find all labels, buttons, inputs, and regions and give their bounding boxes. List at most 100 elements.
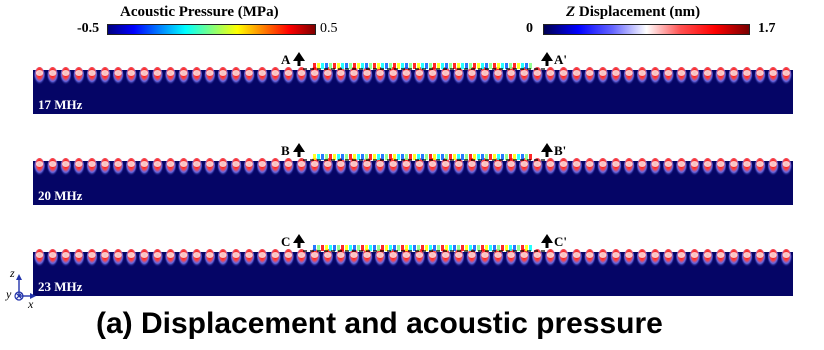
lobe-highlight (153, 70, 162, 76)
lobe-highlight (245, 70, 253, 76)
pressure-wave-segment (321, 245, 324, 251)
lobe-highlight (441, 161, 450, 167)
lobe-highlight (468, 70, 476, 76)
pressure-wave-segment (377, 63, 380, 69)
pressure-wave-segment (393, 63, 396, 69)
lobe-highlight (389, 70, 397, 76)
pressure-wave-segment (329, 245, 332, 251)
lobe-highlight (415, 252, 424, 258)
pressure-wave-segment (313, 154, 316, 160)
pressure-wave-segment (469, 154, 472, 160)
lobe-highlight (481, 70, 489, 76)
lobe-highlight (258, 161, 266, 167)
pressure-wave-segment (381, 245, 384, 251)
pressure-wave-segment (397, 63, 400, 69)
lobe-highlight (782, 252, 790, 258)
displacement-title-variable: Z (566, 4, 576, 20)
pressure-wave-segment (333, 154, 336, 160)
lobe-highlight (455, 161, 463, 167)
pressure-wave-segment (385, 63, 388, 69)
pressure-wave-segment (493, 154, 496, 160)
lobe-highlight (48, 252, 57, 258)
pressure-wave-segment (329, 63, 332, 69)
lobe-highlight (219, 252, 227, 258)
pressure-wave-segment (469, 63, 472, 69)
lobe-highlight (166, 161, 175, 167)
pressure-wave-segment (445, 245, 448, 251)
up-arrow-icon (293, 52, 305, 66)
lobe-highlight (75, 161, 83, 167)
pressure-wave-segment (465, 154, 468, 160)
pressure-wave-segment (381, 154, 384, 160)
lobe-highlight (664, 70, 673, 76)
pressure-wave-segment (469, 245, 472, 251)
lobe-highlight (284, 161, 293, 167)
pressure-wave-segment (405, 154, 408, 160)
pressure-wave-segment (373, 245, 376, 251)
lobe-highlight (219, 161, 227, 167)
lobe-highlight (389, 252, 397, 258)
lobe-highlight (179, 70, 188, 76)
lobe-highlight (638, 161, 646, 167)
pressure-wave-segment (497, 154, 500, 160)
lobe-highlight (310, 70, 319, 76)
pressure-wave-segment (397, 245, 400, 251)
pressure-wave-segment (489, 245, 492, 251)
pressure-wave-segment (461, 245, 464, 251)
lobe-highlight (481, 252, 489, 258)
lobe-highlight (651, 70, 659, 76)
lobe-highlight (232, 161, 240, 167)
lobe-highlight (166, 252, 175, 258)
pressure-wave-segment (325, 154, 328, 160)
lobe-highlight (756, 252, 764, 258)
lobe-highlight (101, 70, 109, 76)
pressure-wave-segment (337, 245, 340, 251)
pressure-wave-segment (389, 154, 392, 160)
lobe-highlight (599, 70, 607, 76)
pressure-wave-segment (445, 63, 448, 69)
lobe-highlight (127, 70, 135, 76)
pressure-wave-segment (449, 154, 452, 160)
lobe-highlight (153, 252, 162, 258)
lobe-highlight (101, 252, 109, 258)
pressure-wave-segment (393, 245, 396, 251)
lobe-highlight (101, 161, 109, 167)
lobe-highlight (271, 70, 280, 76)
lobe-highlight (310, 252, 319, 258)
pressure-wave-segment (313, 63, 316, 69)
pressure-wave-segment (517, 154, 520, 160)
lobe-highlight (62, 70, 70, 76)
lobe-highlight (455, 70, 463, 76)
lobe-highlight (245, 252, 253, 258)
lobe-highlight (559, 252, 568, 258)
lobe-highlight (546, 161, 555, 167)
pressure-wave-segment (349, 63, 352, 69)
lobe-highlight (350, 161, 358, 167)
lobe-highlight (494, 161, 502, 167)
pressure-wave-segment (373, 154, 376, 160)
lobe-highlight (402, 70, 411, 76)
lobe-highlight (494, 70, 502, 76)
lobe-highlight (507, 70, 515, 76)
lobe-highlight (756, 70, 764, 76)
pressure-wave-segment (437, 245, 440, 251)
pressure-wave-segment (313, 245, 316, 251)
section-marker-left: A (281, 52, 291, 67)
pressure-wave-segment (481, 245, 484, 251)
pressure-wave-segment (389, 63, 392, 69)
pressure-wave-segment (389, 245, 392, 251)
pressure-wave-segment (425, 63, 428, 69)
pressure-wave-segment (473, 245, 476, 251)
lobe-highlight (363, 70, 371, 76)
pressure-wave-segment (385, 154, 388, 160)
displacement-colorbar (543, 24, 750, 35)
section-marker-right: B' (554, 143, 567, 158)
pressure-wave-segment (453, 154, 456, 160)
pressure-wave-segment (477, 154, 480, 160)
pressure-wave-segment (481, 154, 484, 160)
section-marker-left: B (281, 143, 290, 158)
lobe-highlight (625, 252, 633, 258)
lobe-highlight (376, 161, 384, 167)
displacement-colorbar-title: Z Displacement (nm) (566, 4, 700, 21)
lobe-highlight (376, 70, 384, 76)
